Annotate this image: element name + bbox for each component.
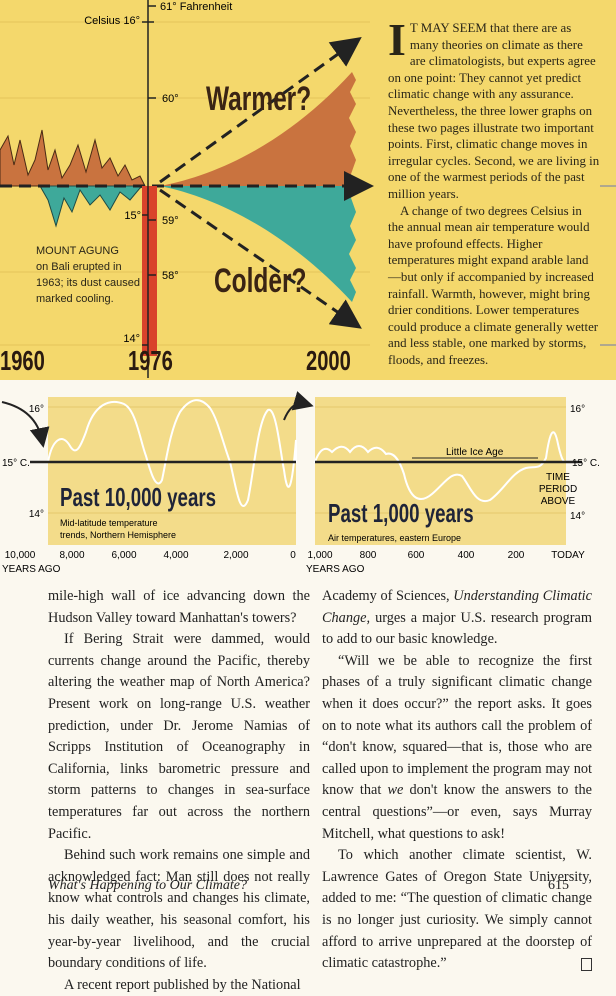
x-label: TODAY (551, 550, 585, 561)
time-period-line: TIME (546, 472, 570, 483)
fahrenheit-label: 59° (162, 215, 179, 227)
text-run: To which another climate scientist, W. L… (322, 847, 592, 972)
paragraph: Academy of Sciences, Understanding Clima… (322, 586, 592, 651)
red-bar (142, 186, 157, 356)
y-label: 15° C. (572, 458, 600, 469)
caption: trends, Northern Hemisphere (60, 530, 176, 540)
note-line: MOUNT AGUNG (36, 245, 119, 257)
running-title: What's Happening to Our Climate? (48, 878, 247, 893)
fahrenheit-label: 60° (162, 93, 179, 105)
annotation: Little Ice Age (446, 447, 504, 458)
paragraph: Behind such work remains one simple and … (48, 847, 310, 972)
paragraph: A recent report published by the Nationa… (64, 976, 301, 993)
x-label: 400 (458, 550, 475, 561)
panel-title: Past 10,000 years (60, 482, 216, 512)
text-run: don't know the answers to the central qu… (322, 782, 592, 842)
celsius-label: Celsius 16° (84, 15, 140, 27)
warmer-arrow (159, 36, 362, 184)
note-line: marked cooling. (36, 293, 114, 305)
agung-note: MOUNT AGUNG on Bali erupted in 1963; its… (36, 245, 140, 305)
y-label: 16° (29, 404, 44, 415)
warmer-projection (160, 72, 356, 186)
paragraph-text: T MAY SEEM that there are as many theori… (388, 21, 600, 201)
x-unit: YEARS AGO (306, 564, 365, 575)
scale-ticks (142, 5, 156, 346)
time-period-line: ABOVE (541, 496, 576, 507)
drop-cap: I (388, 14, 406, 65)
illustration: Celsius 16° 15° 14° 61° Fahrenheit 60° 5… (0, 0, 616, 575)
x-unit: YEARS AGO (2, 564, 61, 575)
x-labels: 10,000 8,000 6,000 4,000 2,000 0 (5, 550, 297, 561)
y-label: 14° (570, 511, 585, 522)
paragraph: mile-high wall of ice advancing down the… (48, 588, 310, 626)
warm-record (0, 129, 146, 187)
text-run: “Will we be able to recognize the first … (322, 652, 592, 799)
page-number: 615 (548, 878, 569, 893)
colder-projection (160, 186, 356, 302)
x-label: 600 (408, 550, 425, 561)
x-label: 4,000 (163, 550, 188, 561)
time-period: TIME PERIOD ABOVE (539, 472, 577, 507)
caption: Air temperatures, eastern Europe (328, 533, 461, 543)
warmer-label: Warmer? (206, 80, 311, 118)
x-label: 800 (360, 550, 377, 561)
cool-record (39, 185, 146, 228)
book-title: Understanding Climatic Change, (322, 588, 592, 626)
colder-arrow (159, 188, 362, 329)
year-label: 1976 (128, 346, 173, 377)
text-run: urges a major U.S. research program to a… (322, 609, 592, 648)
connector-arrow (283, 391, 314, 421)
fahrenheit-label: 61° Fahrenheit (160, 1, 232, 13)
paragraph: A change of two degrees Celsius in the a… (388, 203, 599, 367)
year-label: 1960 (0, 346, 45, 377)
paragraph: “Will we be able to recognize the first … (322, 651, 592, 845)
faint-grid (0, 21, 370, 346)
note-line: 1963; its dust caused (36, 277, 140, 289)
y-label: 14° (29, 509, 44, 520)
connector-arrow (1, 401, 50, 448)
paragraph: To which another climate scientist, W. L… (322, 845, 592, 975)
x-labels: 1,000 800 600 400 200 TODAY (307, 550, 585, 561)
x-label: 2,000 (223, 550, 248, 561)
note-line: on Bali erupted in (36, 261, 122, 273)
colder-label: Colder? (214, 262, 306, 300)
right-column: Academy of Sciences, Understanding Clima… (322, 586, 592, 975)
panel-background (315, 397, 566, 545)
x-label: 8,000 (59, 550, 84, 561)
x-label: 10,000 (5, 550, 36, 561)
text-run: Academy of Sciences, (322, 588, 454, 604)
panel-title: Past 1,000 years (328, 498, 474, 528)
left-column: mile-high wall of ice advancing down the… (48, 586, 310, 996)
paragraph: If Bering Strait were dammed, would curr… (48, 631, 310, 842)
x-label: 200 (508, 550, 525, 561)
emphasis: we (387, 782, 404, 799)
y-label: 16° (570, 404, 585, 415)
panel-grid (48, 406, 296, 514)
celsius-label: 15° (124, 210, 141, 222)
caption: Mid-latitude temperature (60, 518, 158, 528)
end-mark (581, 958, 592, 972)
x-label: 6,000 (111, 550, 136, 561)
x-label: 1,000 (307, 550, 332, 561)
x-label: 0 (290, 550, 296, 561)
panel-grid (315, 406, 566, 514)
time-period-line: PERIOD (539, 484, 577, 495)
celsius-label: 14° (123, 333, 140, 345)
fahrenheit-label: 58° (162, 270, 179, 282)
year-label: 2000 (306, 346, 351, 377)
y-label: 15° C. (2, 458, 30, 469)
